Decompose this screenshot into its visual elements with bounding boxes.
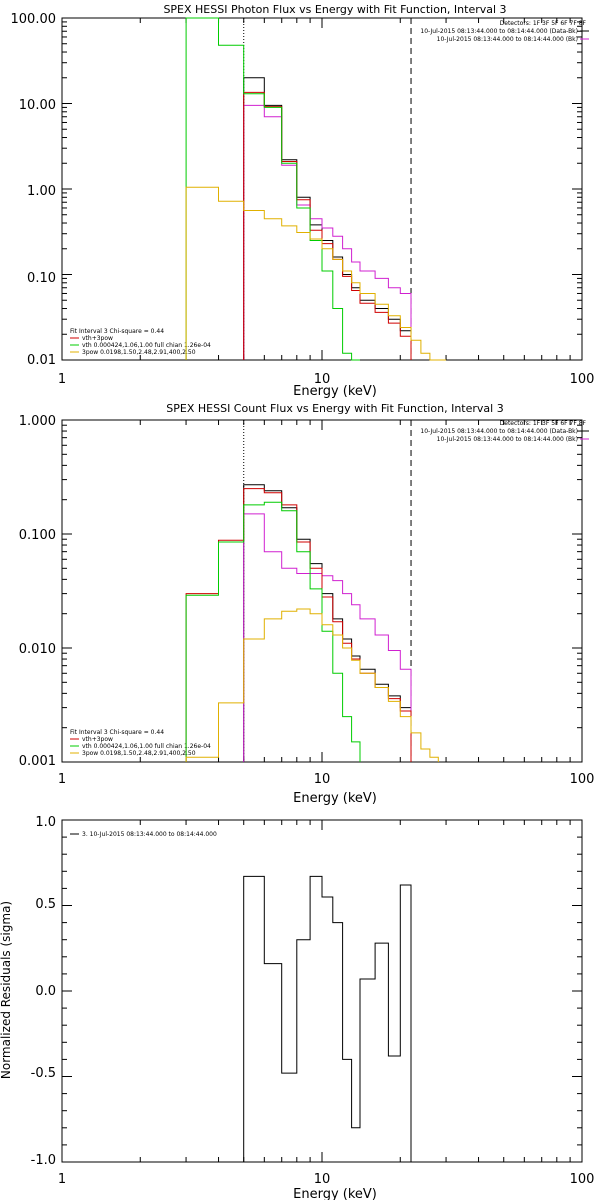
panel2-ytick-2: 0.100 bbox=[19, 528, 56, 543]
photon-flux-panel: SPEX HESSI Photon Flux vs Energy with Fi… bbox=[11, 3, 595, 399]
panel3-plot bbox=[61, 819, 583, 1163]
panel2-xtick-0: 1 bbox=[58, 772, 66, 787]
panel3-ylabel: Normalized Residuals (sigma) bbox=[0, 901, 13, 1079]
panel2-legend-line-1: Fit Interval 3 Chi-square = 0.44 bbox=[70, 729, 164, 736]
panel3-xtick-0: 1 bbox=[58, 1172, 66, 1187]
panel3-ytick-3: 0.5 bbox=[35, 897, 56, 912]
panel1-xtick-2: 100 bbox=[570, 372, 595, 387]
panel2-xtick-1: 10 bbox=[314, 772, 331, 787]
panel2-series-3pow bbox=[185, 608, 439, 762]
panel2-header-line-1: Detectors: 1F 3F 5F 6F 7F 8F bbox=[500, 420, 587, 427]
panel3-xlabel: Energy (keV) bbox=[293, 1187, 377, 1200]
panel3-xtick-2: 100 bbox=[570, 1172, 595, 1187]
panel1-plot bbox=[61, 17, 589, 361]
panel1-series-vth bbox=[185, 17, 360, 361]
panel1-title: SPEX HESSI Photon Flux vs Energy with Fi… bbox=[163, 3, 506, 16]
panel3-ytick-1: -0.5 bbox=[31, 1066, 56, 1081]
panel2-plot bbox=[61, 419, 589, 763]
panel2-ytick-1: 0.010 bbox=[19, 642, 56, 657]
panel1-xtick-0: 1 bbox=[58, 372, 66, 387]
panel1-ytick-1: 0.10 bbox=[27, 271, 56, 286]
panel2-ytick-3: 1.000 bbox=[19, 414, 56, 429]
panel2-xtick-2: 100 bbox=[570, 772, 595, 787]
panel3-ytick-2: 0.0 bbox=[35, 984, 56, 999]
panel2-legend-line-3: vth 0.000424,1.06,1.00 full chian 1.26e-… bbox=[82, 743, 211, 750]
panel1-series-3pow bbox=[185, 186, 447, 361]
panel3-legend-line-1: 3. 10-Jul-2015 08:13:44.000 to 08:14:44.… bbox=[82, 831, 217, 838]
panel2-legend-line-4: 3pow 0.0198,1.50,2.48,2.91,400,2.50 bbox=[82, 750, 196, 757]
panel1-ytick-0: 0.01 bbox=[27, 353, 56, 368]
panel3-series-0 bbox=[243, 875, 412, 1162]
panel1-ytick-4: 100.00 bbox=[11, 12, 57, 27]
panel2-title: SPEX HESSI Count Flux vs Energy with Fit… bbox=[166, 402, 503, 415]
panel3-xtick-1: 10 bbox=[314, 1172, 331, 1187]
panel1-legend-line-3: vth 0.000424,1.06,1.00 full chian 1.26e-… bbox=[82, 342, 211, 349]
panel1-header-line-2: 10-Jul-2015 08:13:44.000 to 08:14:44.000… bbox=[420, 28, 578, 35]
panel2-series-bk bbox=[243, 513, 412, 762]
residuals-panel: 3. 10-Jul-2015 08:13:44.000 to 08:14:44.… bbox=[0, 815, 594, 1200]
panel1-xtick-1: 10 bbox=[314, 372, 331, 387]
panel1-legend-line-1: Fit Interval 3 Chi-square = 0.44 bbox=[70, 328, 164, 335]
panel1-ytick-2: 1.00 bbox=[27, 184, 56, 199]
panel2-series-vth bbox=[185, 501, 361, 762]
panel3-ytick-0: -1.0 bbox=[31, 1153, 56, 1168]
panel1-xlabel: Energy (keV) bbox=[293, 384, 377, 399]
panel1-ytick-3: 10.00 bbox=[19, 98, 56, 113]
panel2-header-line-2: 10-Jul-2015 08:13:44.000 to 08:14:44.000… bbox=[420, 428, 578, 435]
panel1-legend-line-2: vth+3pow bbox=[82, 335, 113, 342]
panel2-ytick-0: 0.001 bbox=[19, 754, 56, 769]
panel3-ytick-4: 1.0 bbox=[35, 815, 56, 830]
panel2-xlabel: Energy (keV) bbox=[293, 791, 377, 806]
panel1-header-line-3: 10-Jul-2015 08:13:44.000 to 08:14:44.000… bbox=[437, 36, 578, 43]
panel2-header-line-3: 10-Jul-2015 08:13:44.000 to 08:14:44.000… bbox=[437, 436, 578, 443]
panel1-legend-line-4: 3pow 0.0198,1.50,2.48,2.91,400,2.50 bbox=[82, 349, 196, 356]
panel1-header-line-1: Detectors: 1F 3F 5F 6F 7F 8F bbox=[500, 20, 587, 27]
panel2-legend-line-2: vth+3pow bbox=[82, 736, 113, 743]
count-flux-panel: SPEX HESSI Count Flux vs Energy with Fit… bbox=[19, 402, 595, 806]
